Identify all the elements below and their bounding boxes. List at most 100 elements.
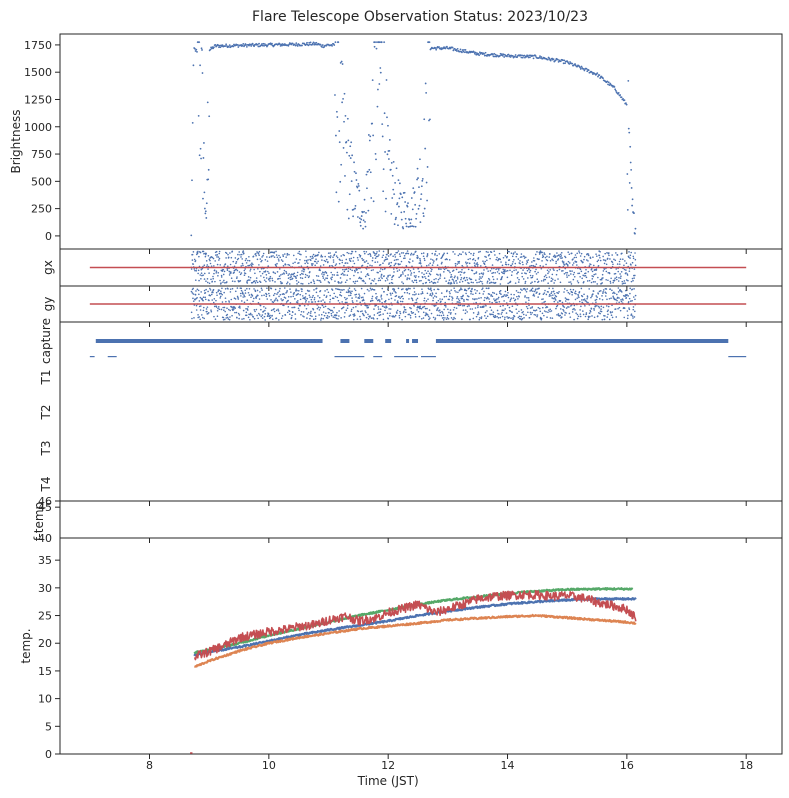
gy-point	[278, 290, 281, 292]
gx-point	[390, 253, 392, 255]
brightness-point	[423, 207, 426, 210]
gy-point	[352, 306, 355, 309]
gx-point	[377, 271, 379, 274]
gy-point	[620, 299, 622, 301]
gx-point	[383, 260, 386, 262]
gx-point	[387, 275, 389, 278]
gy-point	[622, 299, 624, 301]
gx-point	[340, 281, 343, 283]
gx-point	[278, 275, 281, 278]
gy-point	[324, 290, 326, 292]
gx-point	[356, 268, 358, 271]
gx-point	[538, 258, 540, 260]
gx-point	[214, 280, 216, 283]
gy-point	[619, 309, 622, 312]
gx-point	[251, 281, 254, 284]
gx-point	[348, 252, 350, 255]
gy-point	[443, 295, 446, 298]
gy-point	[428, 318, 430, 321]
gy-point	[307, 311, 310, 314]
gy-point	[275, 317, 278, 319]
gx-point	[406, 278, 408, 281]
brightness-point	[475, 53, 478, 56]
brightness-point	[491, 53, 494, 56]
gx-point	[593, 273, 596, 276]
gy-point	[227, 318, 230, 320]
gx-point	[363, 250, 365, 253]
gy-point	[355, 305, 357, 308]
gy-point	[322, 317, 325, 320]
gy-point	[626, 293, 628, 296]
gy-point	[552, 290, 555, 293]
brightness-point	[585, 67, 588, 70]
gy-point	[564, 314, 566, 316]
gy-point	[422, 311, 425, 314]
gx-point	[496, 278, 499, 280]
gy-point	[620, 300, 623, 303]
gy-point	[600, 310, 603, 313]
gx-point	[336, 256, 339, 259]
gx-point	[249, 270, 251, 272]
gx-point	[458, 260, 461, 263]
gy-point	[576, 313, 579, 316]
gx-point	[402, 252, 405, 254]
gy-point	[605, 292, 607, 294]
brightness-point	[199, 64, 202, 67]
gy-point	[569, 288, 572, 291]
gx-point	[456, 276, 459, 278]
brightness-point	[630, 187, 633, 189]
brightness-point	[392, 160, 395, 163]
brightness-point	[338, 141, 341, 144]
gx-point	[428, 264, 430, 266]
gy-point	[505, 294, 507, 296]
gx-point	[246, 282, 249, 284]
gx-point	[613, 279, 616, 281]
gy-point	[518, 295, 520, 298]
gx-point	[415, 275, 417, 277]
gy-point	[331, 309, 333, 312]
gy-point	[578, 291, 581, 293]
brightness-point	[232, 45, 235, 48]
brightness-point	[502, 53, 505, 56]
gx-point	[352, 260, 354, 262]
gx-point	[322, 264, 325, 266]
gy-point	[367, 318, 370, 320]
gy-point	[414, 313, 417, 316]
gx-point	[210, 265, 213, 267]
gy-point	[488, 301, 491, 303]
gx-point	[495, 258, 498, 261]
status-row-label-t3: T3	[39, 441, 53, 457]
gy-point	[266, 298, 269, 300]
brightness-point	[334, 41, 337, 44]
brightness-point	[345, 151, 348, 154]
gy-point	[218, 308, 221, 311]
gx-point	[344, 281, 347, 284]
gx-point	[455, 268, 458, 271]
gy-point	[631, 315, 634, 317]
gx-point	[296, 283, 298, 285]
gy-point	[256, 314, 258, 317]
t1-segment	[373, 356, 383, 358]
gy-point	[485, 297, 488, 300]
gx-point	[461, 280, 464, 283]
gy-point	[343, 296, 346, 299]
gx-point	[343, 264, 345, 267]
t1-segment	[394, 356, 419, 358]
gy-point	[448, 290, 451, 293]
gy-point	[278, 319, 280, 321]
gy-point	[382, 313, 384, 315]
brightness-point	[634, 232, 636, 235]
brightness-point	[614, 89, 617, 92]
gy-point	[567, 291, 570, 294]
gy-point	[225, 300, 227, 303]
gx-point	[352, 280, 355, 283]
gy-point	[519, 291, 522, 294]
brightness-point	[417, 207, 420, 210]
gx-point	[512, 260, 514, 263]
brightness-point	[400, 211, 403, 214]
gx-point	[314, 264, 316, 267]
gy-point	[525, 290, 528, 293]
brightness-point	[629, 145, 632, 148]
gx-point	[586, 253, 589, 255]
gy-point	[318, 309, 321, 311]
